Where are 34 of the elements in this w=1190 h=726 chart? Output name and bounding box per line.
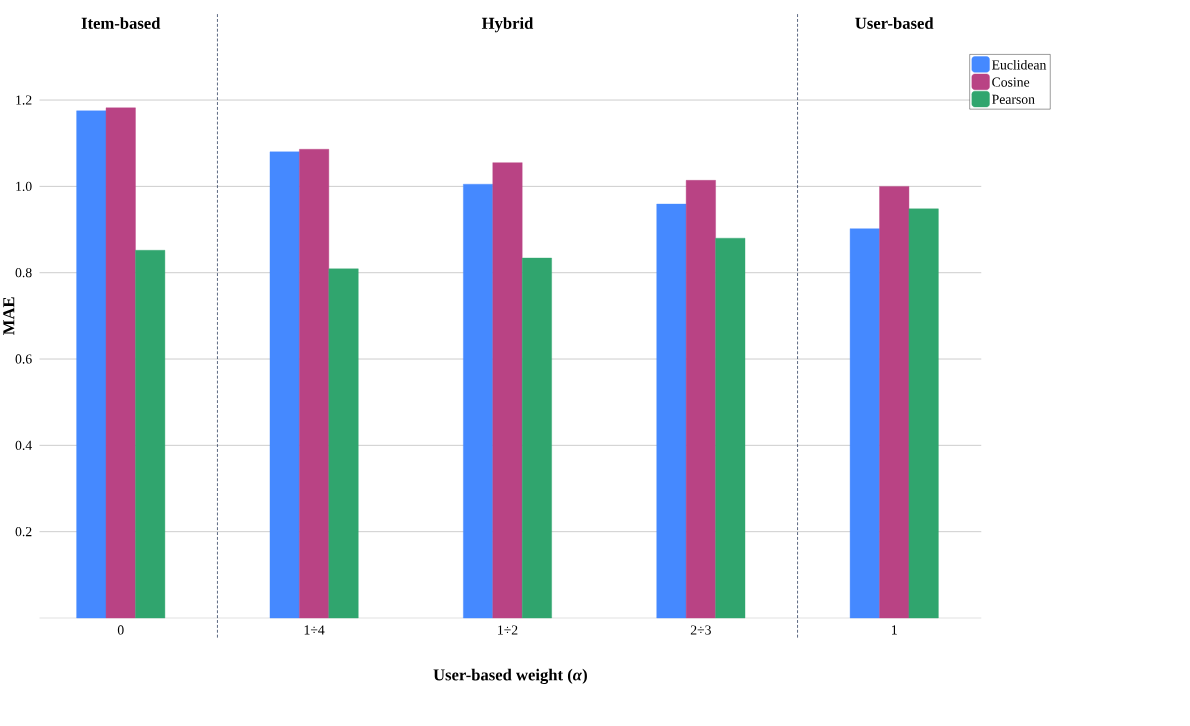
bar [269, 151, 300, 619]
y-tick-label: 1.2 [16, 95, 32, 105]
y-tick-label: 1.0 [16, 181, 32, 192]
x-tick-label: 1 [892, 625, 897, 635]
bar [715, 238, 746, 619]
bar [849, 228, 880, 619]
x-tick-label: 1÷4 [304, 625, 325, 635]
y-tick-label: 0.6 [15, 354, 32, 364]
bar [135, 250, 166, 619]
y-tick-label: 0.8 [15, 268, 32, 278]
annotation: Item-based [81, 17, 161, 29]
x-tick-label: 2÷3 [690, 625, 711, 635]
bar [76, 110, 107, 619]
annotation: Hybrid [481, 17, 534, 33]
x-tick-label: 0 [117, 625, 124, 635]
bar [908, 208, 939, 619]
y-tick-label: 0.2 [15, 527, 32, 537]
bar [299, 149, 330, 619]
legend-label: Cosine [992, 77, 1030, 87]
bar [328, 268, 359, 619]
legend-label: Euclidean [992, 59, 1047, 70]
y-axis-title: MAE [3, 297, 15, 335]
bar [105, 107, 136, 619]
bar [522, 257, 552, 619]
x-tick-label: 1÷2 [498, 625, 518, 635]
bar [463, 184, 493, 619]
y-tick-label: 0.4 [15, 440, 32, 451]
x-axis-title: User-based weight (α) [433, 668, 587, 685]
bar [492, 162, 523, 619]
annotation: User-based [855, 17, 934, 29]
legend-label: Pearson [992, 94, 1035, 104]
bar [685, 180, 716, 619]
bar [879, 186, 910, 619]
bar [656, 203, 687, 619]
